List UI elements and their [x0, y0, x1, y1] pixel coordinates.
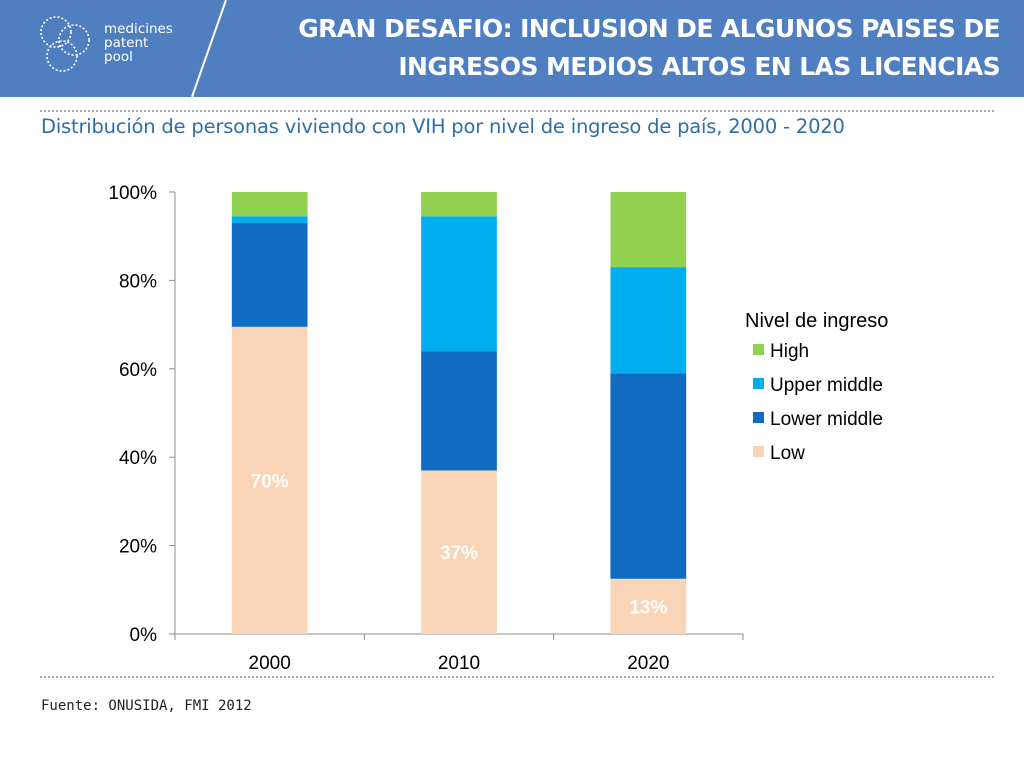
data-label: 70% — [251, 471, 289, 492]
legend-label: High — [770, 341, 809, 362]
data-label: 37% — [440, 543, 478, 564]
legend-label: Upper middle — [770, 375, 883, 396]
bar-segment-low — [610, 578, 687, 634]
logo-text: medicines patent pool — [104, 22, 173, 64]
x-tick-label: 2000 — [249, 653, 291, 674]
top-divider — [40, 110, 994, 112]
chart-legend: Nivel de ingreso High Upper middle Lower mi… — [745, 310, 888, 464]
bar-segment-low — [421, 470, 497, 634]
bar-segment-high — [231, 192, 308, 217]
bar-segment-lower-middle — [421, 351, 497, 471]
y-tick-label: 20% — [119, 537, 157, 558]
header-bar: medicines patent pool GRAN DESAFIO: INCL… — [0, 0, 1024, 97]
legend-label: Low — [770, 443, 805, 464]
page-title-line-2: INGRESOS MEDIOS ALTOS EN LAS LICENCIAS — [398, 52, 1000, 81]
legend-label: Lower middle — [770, 409, 883, 430]
bar-segment-low — [231, 326, 308, 634]
y-tick-label: 60% — [119, 360, 157, 381]
chart-subtitle: Distribución de personas viviendo con VI… — [41, 115, 845, 138]
page-title: GRAN DESAFIO: INCLUSION DE ALGUNOS PAISE… — [240, 10, 1000, 86]
legend-title: Nivel de ingreso — [745, 310, 888, 332]
legend-swatch — [753, 344, 764, 355]
page-title-line-1: GRAN DESAFIO: INCLUSION DE ALGUNOS PAISE… — [298, 14, 1000, 43]
bar-segment-lower-middle — [231, 222, 308, 327]
logo-line-3: pool — [104, 49, 133, 65]
source-note: Fuente: ONUSIDA, FMI 2012 — [41, 698, 252, 714]
header-divider — [191, 0, 227, 97]
legend-swatch — [753, 446, 764, 457]
legend-swatch — [753, 412, 764, 423]
medicines-patent-pool-logo — [40, 16, 90, 72]
bar-segment-upper-middle — [610, 267, 687, 374]
logo-line-1: medicines — [104, 21, 173, 37]
y-tick-label: 80% — [119, 271, 157, 292]
bar-segment-upper-middle — [421, 216, 497, 352]
x-tick-label: 2010 — [438, 653, 480, 674]
data-label: 13% — [629, 597, 667, 618]
bar-segment-high — [610, 192, 687, 268]
chart-axes: 0% 20% 40% 60% 80% 100% 2000 2010 2020 — [108, 183, 744, 674]
bottom-divider — [40, 676, 994, 678]
chart-bars: 70% 37% 13% — [231, 192, 687, 634]
x-tick-label: 2020 — [627, 653, 669, 674]
y-tick-label: 100% — [108, 183, 157, 204]
bar-segment-lower-middle — [610, 373, 687, 579]
legend-swatch — [753, 378, 764, 389]
bar-segment-upper-middle — [231, 216, 308, 223]
bar-segment-high — [421, 192, 497, 217]
y-tick-label: 40% — [119, 448, 157, 469]
y-tick-label: 0% — [130, 625, 158, 646]
logo-line-2: patent — [104, 35, 149, 51]
